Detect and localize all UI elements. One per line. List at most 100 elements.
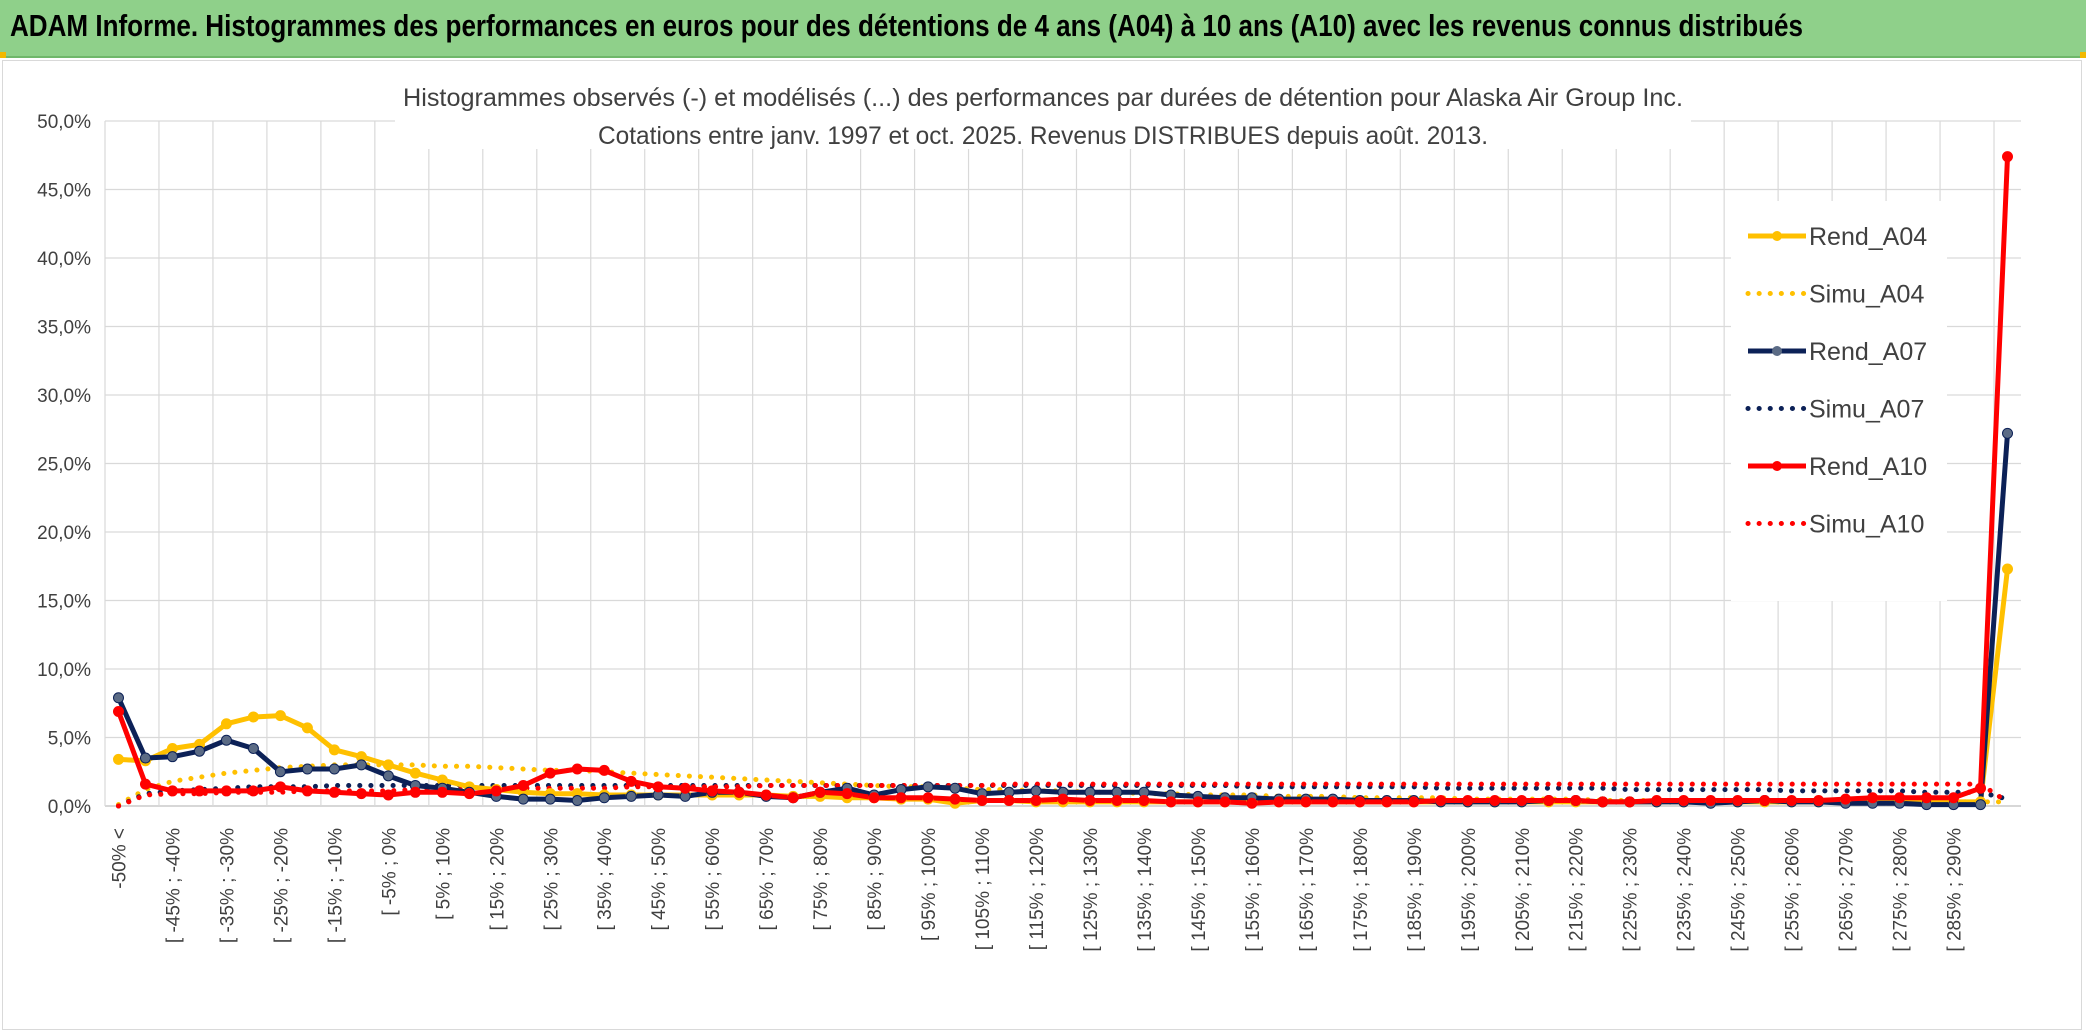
x-tick-label: [ -15% ; -10% (325, 828, 346, 943)
data-point-rend_a04 (382, 759, 394, 771)
chart-title-background (395, 81, 1691, 149)
x-tick-label: [ 65% ; 70% (757, 828, 778, 931)
data-point-rend_a10 (679, 782, 691, 794)
data-point-rend_a07 (625, 790, 637, 802)
legend-label: Rend_A10 (1809, 453, 1927, 481)
data-point-rend_a07 (598, 792, 610, 804)
x-tick-label: [ -45% ; -40% (163, 828, 184, 943)
x-tick-label: [ 95% ; 100% (919, 828, 940, 941)
data-point-rend_a10 (1327, 796, 1339, 808)
x-tick-label: [ 155% ; 160% (1243, 828, 1264, 952)
data-point-rend_a10 (1732, 795, 1744, 807)
data-point-rend_a10 (139, 778, 151, 790)
legend-label: Rend_A07 (1809, 338, 1927, 366)
data-point-rend_a10 (1165, 796, 1177, 808)
data-point-rend_a10 (949, 793, 961, 805)
data-point-rend_a10 (328, 786, 340, 798)
data-point-rend_a10 (517, 779, 529, 791)
chart-title-line-2: Cotations entre janv. 1997 et oct. 2025.… (598, 122, 1488, 150)
x-tick-label: [ 185% ; 190% (1405, 828, 1426, 952)
legend-entry-simu_a07: Simu_A07 (1745, 396, 1924, 424)
data-point-rend_a10 (1543, 795, 1555, 807)
data-point-rend_a10 (1786, 795, 1798, 807)
y-tick-label: 25,0% (37, 455, 91, 476)
x-tick-label: [ -5% ; 0% (379, 828, 400, 916)
data-point-rend_a10 (652, 781, 664, 793)
data-point-rend_a10 (1705, 795, 1717, 807)
data-point-rend_a07 (382, 770, 394, 782)
data-point-rend_a10 (760, 789, 772, 801)
data-point-rend_a10 (733, 786, 745, 798)
data-point-rend_a04 (2002, 563, 2014, 575)
data-point-rend_a10 (1840, 793, 1852, 805)
data-point-rend_a07 (355, 759, 367, 771)
legend-marker (1772, 346, 1782, 356)
data-point-rend_a10 (1867, 792, 1879, 804)
data-point-rend_a10 (1273, 796, 1285, 808)
y-tick-label: 10,0% (37, 660, 91, 681)
x-tick-label: [ 55% ; 60% (703, 828, 724, 931)
data-point-rend_a10 (409, 786, 421, 798)
data-point-rend_a07 (139, 752, 151, 764)
x-tick-label: [ 15% ; 20% (487, 828, 508, 931)
data-point-rend_a10 (895, 792, 907, 804)
data-point-rend_a10 (220, 785, 232, 797)
data-point-rend_a10 (1381, 796, 1393, 808)
x-tick-label: -50% < (109, 828, 130, 889)
data-point-rend_a10 (1219, 796, 1231, 808)
x-tick-label: [ 135% ; 140% (1135, 828, 1156, 952)
data-point-rend_a10 (868, 792, 880, 804)
series-line-simu_a04 (116, 762, 2010, 808)
histogram-line-chart: Histogrammes observés (-) et modélisés (… (37, 81, 2021, 952)
data-point-rend_a10 (1408, 796, 1420, 808)
data-point-rend_a10 (571, 763, 583, 775)
legend-label: Rend_A04 (1809, 223, 1927, 251)
data-point-rend_a10 (2002, 151, 2014, 163)
data-point-rend_a10 (1435, 795, 1447, 807)
data-point-rend_a10 (463, 788, 475, 800)
data-point-rend_a07 (301, 763, 313, 775)
x-tick-label: [ 145% ; 150% (1189, 828, 1210, 952)
data-point-rend_a10 (1894, 792, 1906, 804)
data-point-rend_a10 (247, 785, 259, 797)
data-point-rend_a07 (274, 766, 286, 778)
x-tick-label: [ 25% ; 30% (541, 828, 562, 931)
x-tick-label: [ 105% ; 110% (973, 828, 994, 950)
data-point-rend_a07 (544, 793, 556, 805)
x-tick-label: [ -25% ; -20% (271, 828, 292, 943)
data-point-rend_a10 (301, 785, 313, 797)
y-tick-label: 5,0% (48, 729, 91, 750)
data-point-rend_a04 (220, 718, 232, 730)
data-point-rend_a04 (112, 753, 124, 765)
data-point-rend_a10 (1138, 795, 1150, 807)
data-point-rend_a10 (922, 792, 934, 804)
data-point-rend_a10 (112, 705, 124, 717)
data-point-rend_a10 (544, 767, 556, 779)
data-point-rend_a10 (355, 788, 367, 800)
data-point-rend_a10 (1624, 796, 1636, 808)
data-point-rend_a07 (193, 745, 205, 757)
data-point-rend_a10 (976, 795, 988, 807)
data-point-rend_a10 (625, 775, 637, 787)
y-tick-label: 20,0% (37, 523, 91, 544)
x-tick-label: [ 215% ; 220% (1567, 828, 1588, 952)
data-point-rend_a10 (1921, 792, 1933, 804)
data-point-rend_a04 (328, 744, 340, 756)
data-point-rend_a10 (1354, 796, 1366, 808)
data-point-rend_a07 (247, 742, 259, 754)
x-tick-label: [ 265% ; 270% (1837, 828, 1858, 952)
y-tick-label: 30,0% (37, 386, 91, 407)
corner-mark-left (0, 52, 6, 58)
data-point-rend_a07 (1975, 799, 1987, 811)
data-point-rend_a07 (922, 781, 934, 793)
data-point-rend_a07 (1030, 785, 1042, 797)
data-point-rend_a10 (1084, 795, 1096, 807)
legend-entry-simu_a04: Simu_A04 (1745, 281, 1924, 309)
data-point-rend_a10 (706, 785, 718, 797)
data-point-rend_a10 (193, 785, 205, 797)
data-point-rend_a10 (274, 781, 286, 793)
x-tick-label: [ 115% ; 120% (1027, 828, 1048, 950)
y-tick-label: 50,0% (37, 112, 91, 133)
legend-entry-rend_a04: Rend_A04 (1748, 223, 1927, 251)
data-point-rend_a10 (1651, 795, 1663, 807)
